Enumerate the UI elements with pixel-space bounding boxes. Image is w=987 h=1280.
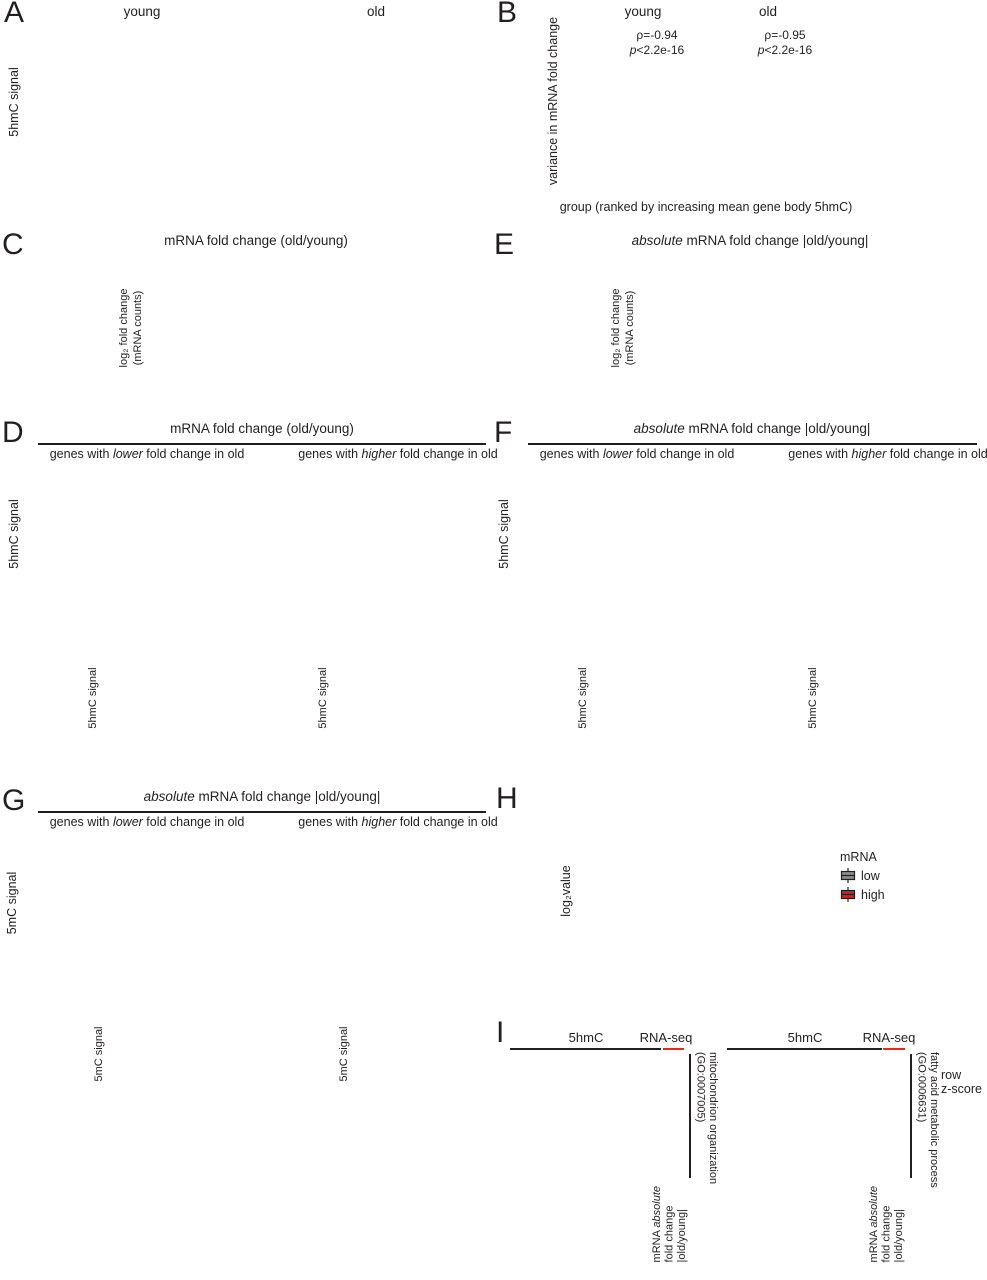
panel-h-legend-high: high [840, 887, 885, 902]
panel-g-mini-ylabel-2: 5mC signal [338, 1026, 350, 1082]
panel-h-legend-low: low [840, 868, 885, 883]
pvalue-young: p<2.2e-16 [629, 43, 685, 57]
panel-g-subtitle-higher: genes with higher fold change in old [298, 815, 498, 829]
panel-label-f: F [494, 416, 513, 449]
panel-label-a: A [4, 0, 25, 29]
panel-d-title: mRNA fold change (old/young) [170, 421, 354, 436]
panel-g-subtitle-lower: genes with lower fold change in old [49, 815, 245, 829]
colorbar-title: row z-score [941, 1068, 982, 1096]
panel-b-title-old: old [758, 4, 778, 19]
panel-c-title: mRNA fold change (old/young) [164, 233, 348, 248]
pvalue-old: p<2.2e-16 [757, 43, 813, 57]
heatmap2-side-line [910, 1054, 912, 1178]
panel-d-mini-ylabel-1: 5hmC signal [87, 667, 99, 729]
panel-label-g: G [2, 784, 26, 817]
panel-a-title-old: old [366, 4, 386, 19]
rho-young: ρ=-0.94 [636, 28, 678, 42]
panel-b-ylabel: variance in mRNA fold change [546, 16, 560, 186]
panel-e-ylabel: log₂ fold change (mRNA counts) [610, 288, 636, 368]
panel-f-title: absolute mRNA fold change |old/young| [633, 421, 871, 436]
panel-d-subtitle-lower: genes with lower fold change in old [49, 447, 245, 461]
rho-old: ρ=-0.95 [764, 28, 806, 42]
panel-b-title-young: young [624, 4, 662, 19]
panel-label-d: D [2, 416, 24, 449]
colorbar-gradient [945, 1102, 958, 1164]
heatmap1-rnaseq-bar [663, 1048, 684, 1051]
heatmap2-5hmc-bar [727, 1048, 882, 1051]
panel-f-subtitle-lower: genes with lower fold change in old [539, 447, 735, 461]
panel-b-xlabel: group (ranked by increasing mean gene bo… [559, 200, 853, 214]
panel-d-mini-ylabel-2: 5hmC signal [317, 667, 329, 729]
panel-d-title-rule [38, 443, 486, 446]
boxplot-glyph-icon [840, 868, 856, 883]
panel-b-stats-old: ρ=-0.95 p<2.2e-16 [742, 28, 828, 58]
panel-label-h: H [496, 782, 518, 815]
heatmap2-5hmc-label: 5hmC [787, 1030, 823, 1045]
heatmap1-5hmc-label: 5hmC [568, 1030, 604, 1045]
panel-g-ylabel: 5mC signal [5, 871, 19, 935]
heatmap2-rnaseq-label: RNA-seq [862, 1030, 916, 1045]
panel-f-ylabel: 5hmC signal [497, 499, 511, 569]
panel-g-title: absolute mRNA fold change |old/young| [143, 789, 381, 804]
panel-h-ylabel: log₂value [559, 865, 573, 917]
panel-f-mini-ylabel-1: 5hmC signal [577, 667, 589, 729]
heatmap1-rnaseq-label: RNA-seq [639, 1030, 693, 1045]
heatmap1-go-label: mitochondrion organization (GO:0007005) [694, 1052, 720, 1185]
panel-label-e: E [494, 228, 515, 261]
boxplot-glyph-icon [840, 887, 856, 902]
panel-label-b: B [497, 0, 518, 29]
panel-e-title: absolute mRNA fold change |old/young| [631, 233, 869, 248]
heatmap1-5hmc-bar [510, 1048, 661, 1051]
panel-b-stats-young: ρ=-0.94 p<2.2e-16 [614, 28, 700, 58]
panel-f-subtitle-higher: genes with higher fold change in old [788, 447, 987, 461]
panel-label-c: C [2, 228, 24, 261]
panel-c-ylabel: log₂ fold change (mRNA counts) [118, 288, 144, 368]
heatmap2-rnaseq-bar [883, 1048, 905, 1051]
panel-g-title-rule [38, 811, 486, 814]
panel-h-legend-title: mRNA [840, 850, 877, 864]
panel-a-title-young: young [123, 4, 161, 19]
heatmap1-foldchange-label: mRNA absolute fold change |old/young| [651, 1186, 688, 1263]
panel-d-ylabel: 5hmC signal [7, 499, 21, 569]
heatmap2-foldchange-label: mRNA absolute fold change |old/young| [868, 1186, 905, 1263]
panel-label-i: I [496, 1016, 505, 1049]
panel-f-title-rule [528, 443, 977, 446]
heatmap2-go-label: fatty acid metabolic process (GO:0006631) [915, 1052, 941, 1188]
panel-f-mini-ylabel-2: 5hmC signal [807, 667, 819, 729]
panel-a-ylabel: 5hmC signal [7, 67, 21, 137]
panel-d-subtitle-higher: genes with higher fold change in old [298, 447, 498, 461]
panel-h-legend: mRNA low high [840, 850, 885, 902]
heatmap1-side-line [689, 1054, 691, 1178]
panel-g-mini-ylabel-1: 5mC signal [93, 1026, 105, 1082]
